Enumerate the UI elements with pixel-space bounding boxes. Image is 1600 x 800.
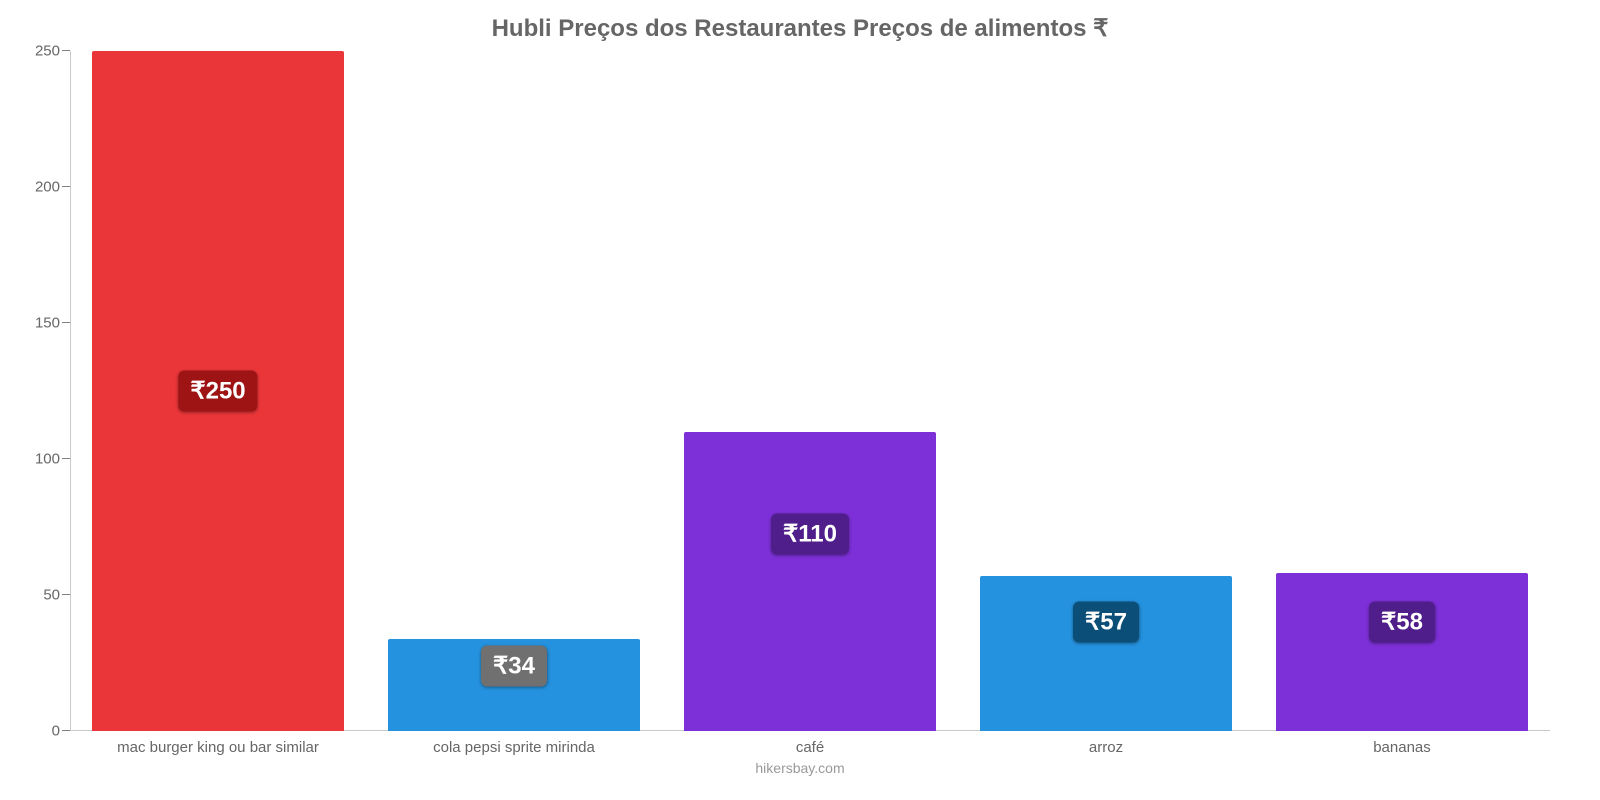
- value-badge: ₹34: [481, 646, 547, 687]
- y-tick-label: 150: [35, 315, 70, 332]
- x-tick-label: arroz: [958, 739, 1254, 756]
- value-badge: ₹58: [1369, 602, 1435, 643]
- bars-container: ₹250 ₹34 ₹110 ₹57 ₹58: [70, 51, 1550, 731]
- bar-slot: ₹110: [662, 51, 958, 731]
- bar-slot: ₹34: [366, 51, 662, 731]
- y-tick-label: 0: [52, 723, 70, 740]
- y-tick-label: 50: [43, 587, 70, 604]
- bar-slot: ₹250: [70, 51, 366, 731]
- x-tick-label: cola pepsi sprite mirinda: [366, 739, 662, 756]
- bar-chart: Hubli Preços dos Restaurantes Preços de …: [0, 0, 1600, 800]
- bar: [684, 432, 936, 731]
- y-tick-label: 250: [35, 43, 70, 60]
- x-tick-label: café: [662, 739, 958, 756]
- chart-title: Hubli Preços dos Restaurantes Preços de …: [30, 14, 1570, 43]
- attribution-text: hikersbay.com: [30, 760, 1570, 776]
- bar: [980, 576, 1232, 731]
- y-tick-label: 100: [35, 451, 70, 468]
- y-tick-label: 200: [35, 179, 70, 196]
- bar-slot: ₹58: [1254, 51, 1550, 731]
- x-tick-label: mac burger king ou bar similar: [70, 739, 366, 756]
- value-badge: ₹57: [1073, 602, 1139, 643]
- bar-slot: ₹57: [958, 51, 1254, 731]
- bar: [1276, 573, 1528, 731]
- plot-area: 050100150200250 ₹250₹34₹110₹57₹58: [70, 51, 1550, 731]
- value-badge: ₹250: [178, 371, 257, 412]
- x-tick-label: bananas: [1254, 739, 1550, 756]
- value-badge: ₹110: [771, 513, 849, 554]
- x-labels: mac burger king ou bar similarcola pepsi…: [70, 739, 1550, 756]
